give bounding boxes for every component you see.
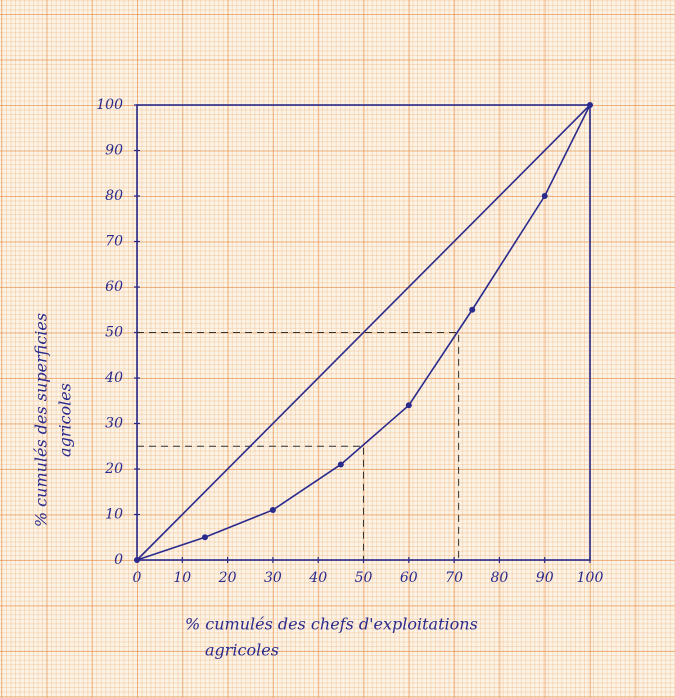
x-axis-label: % cumulés des chefs d'exploitations [185, 615, 478, 634]
x-tick-label: 0 [133, 570, 142, 586]
x-axis-label: agricoles [205, 641, 279, 660]
data-point [270, 507, 276, 513]
y-tick-label: 30 [105, 416, 123, 432]
chart: 0 10 20 30 40 50 60 70 80 90 100 0 10 20 30 40 50 60 70 80 9… [0, 0, 675, 698]
x-tick-label: 90 [536, 570, 554, 586]
graph-paper: 0 10 20 30 40 50 60 70 80 90 100 0 10 20 30 40 50 60 70 80 9… [0, 0, 675, 698]
y-axis-label: % cumulés des superficies [32, 313, 51, 527]
data-point [406, 402, 412, 408]
y-tick-label: 90 [105, 143, 123, 159]
data-point [338, 461, 344, 467]
x-tick-label: 70 [445, 570, 463, 586]
x-tick-label: 10 [173, 570, 191, 586]
y-tick-label: 0 [114, 552, 123, 568]
y-tick-label: 10 [105, 507, 123, 523]
y-tick-label: 40 [104, 370, 123, 386]
x-tick-label: 80 [490, 570, 508, 586]
x-tick-label: 50 [355, 570, 373, 586]
y-axis-label: agricoles [56, 383, 75, 457]
x-tick-label: 20 [218, 570, 237, 586]
y-tick-label: 60 [105, 279, 123, 295]
data-point [202, 534, 208, 540]
y-tick-label: 100 [96, 97, 123, 113]
y-tick-label: 20 [104, 461, 123, 477]
x-tick-label: 40 [308, 570, 327, 586]
y-tick-label: 50 [105, 325, 123, 341]
x-tick-label: 100 [577, 570, 604, 586]
x-tick-label: 30 [264, 570, 282, 586]
x-tick-label: 60 [400, 570, 418, 586]
data-point [542, 193, 548, 199]
series-line [137, 105, 590, 560]
data-point [469, 307, 475, 313]
reference-line [137, 446, 364, 560]
y-tick-label: 70 [105, 234, 123, 250]
y-tick-label: 80 [105, 188, 123, 204]
